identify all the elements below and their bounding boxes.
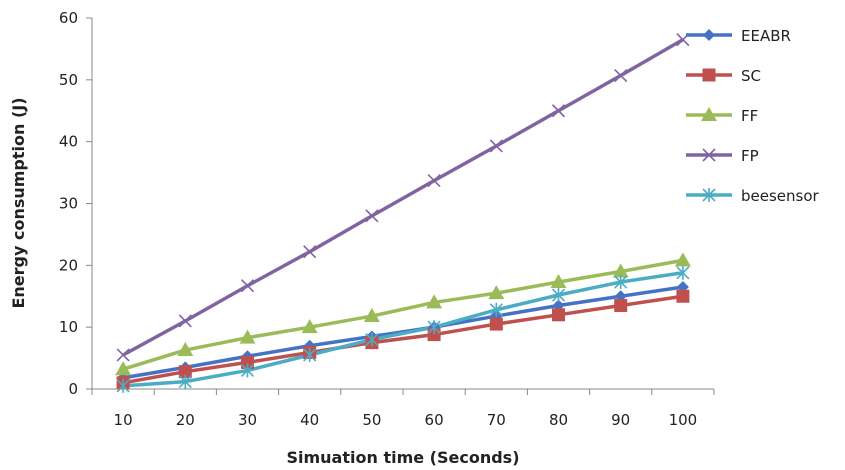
series-line-sc <box>122 294 684 385</box>
data-point-beesensor <box>614 275 628 290</box>
data-point-ff <box>488 285 505 300</box>
data-point-fp <box>551 104 566 118</box>
data-point-beesensor <box>551 288 566 303</box>
data-point-beesensor <box>116 378 130 393</box>
legend-label-eeabr: EEABR <box>741 27 791 45</box>
data-point-ff <box>550 274 567 289</box>
x-tick-label: 70 <box>487 411 506 429</box>
series-line-fp <box>122 38 684 357</box>
data-point-sc <box>614 299 628 313</box>
x-tick-label: 50 <box>362 411 381 429</box>
data-point-ff <box>426 294 443 309</box>
data-point-fp <box>303 245 317 259</box>
data-point-fp <box>427 174 441 188</box>
data-point-fp <box>365 209 379 223</box>
x-axis-title: Simuation time (Seconds) <box>286 448 519 467</box>
data-point-fp <box>178 314 192 328</box>
series-line-beesensor <box>122 271 684 388</box>
y-tick-label: 30 <box>59 195 78 213</box>
data-point-ff <box>239 329 256 344</box>
data-point-beesensor <box>178 374 192 389</box>
y-tick-label: 60 <box>59 9 78 27</box>
x-tick-label: 40 <box>300 411 319 429</box>
legend: EEABR SC FF FP beesensor <box>686 27 820 205</box>
axes: 0 10 20 30 40 50 60 10 20 30 40 50 60 70 80 90 100 <box>59 9 715 429</box>
series-lines <box>122 38 684 388</box>
series-markers <box>115 33 691 393</box>
data-point-ff <box>177 342 194 357</box>
data-point-fp <box>240 279 255 293</box>
x-tick-label: 60 <box>425 411 444 429</box>
data-point-beesensor <box>303 347 317 362</box>
data-point-beesensor <box>676 265 690 280</box>
data-point-sc <box>552 308 565 322</box>
x-tick-label: 10 <box>114 411 133 429</box>
legend-label-fp: FP <box>741 147 759 165</box>
data-point-sc <box>489 317 503 331</box>
data-point-beesensor <box>240 363 255 378</box>
data-point-beesensor <box>489 302 503 317</box>
y-tick-label: 40 <box>59 133 78 151</box>
data-point-ff <box>612 263 629 278</box>
x-tick-label: 90 <box>611 411 630 429</box>
data-point-fp <box>116 348 130 362</box>
y-tick-label: 0 <box>68 380 78 398</box>
y-tick-label: 20 <box>59 256 78 274</box>
y-tick-label: 50 <box>59 71 78 89</box>
data-point-sc <box>241 355 254 369</box>
x-tick-label: 100 <box>669 411 698 429</box>
data-point-fp <box>614 68 628 83</box>
data-point-fp <box>489 139 503 153</box>
data-point-beesensor <box>427 320 441 335</box>
legend-marker-beesensor <box>702 188 716 202</box>
legend-marker-eeabr <box>703 29 715 41</box>
y-axis-title: Energy consumption (J) <box>9 97 28 308</box>
y-tick-label: 10 <box>59 318 78 336</box>
data-point-beesensor <box>365 332 379 347</box>
series-line-ff <box>122 258 684 371</box>
data-point-ff <box>363 308 380 323</box>
x-tick-label: 80 <box>549 411 568 429</box>
data-point-ff <box>301 319 318 334</box>
data-point-sc <box>676 289 690 303</box>
data-point-ff <box>674 252 691 267</box>
x-tick-label: 30 <box>238 411 257 429</box>
legend-marker-fp <box>702 148 716 162</box>
legend-label-sc: SC <box>741 67 761 85</box>
x-tick-label: 20 <box>176 411 195 429</box>
data-point-sc <box>178 365 192 379</box>
legend-marker-sc <box>702 68 716 82</box>
legend-label-ff: FF <box>741 107 758 125</box>
legend-marker-ff <box>701 107 717 121</box>
legend-label-beesensor: beesensor <box>741 187 820 205</box>
data-point-ff <box>115 361 132 376</box>
